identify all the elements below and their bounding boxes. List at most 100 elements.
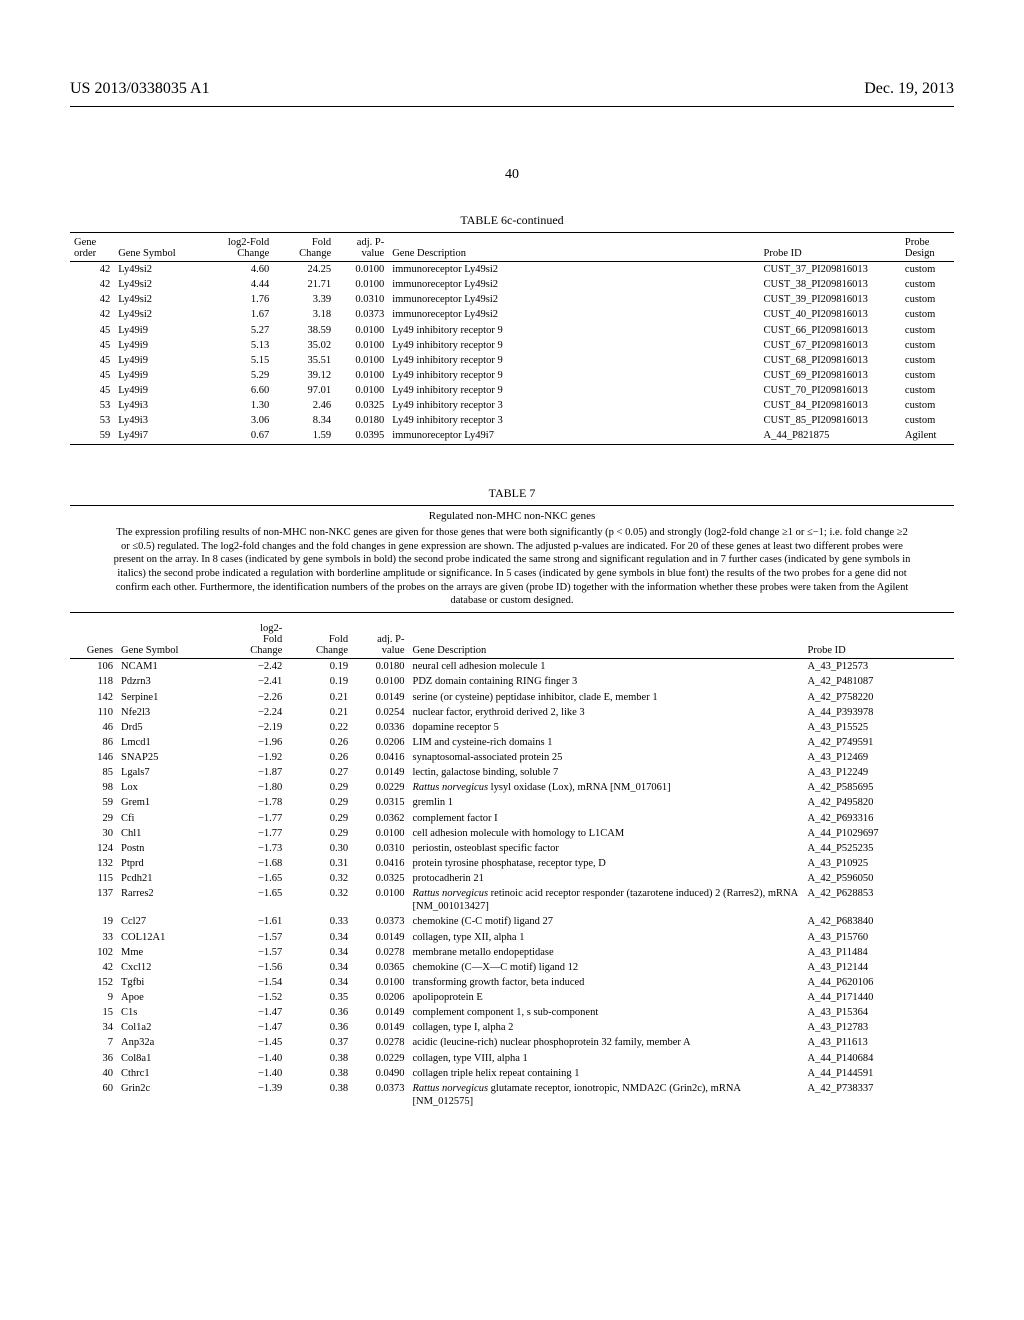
- table-cell: 42: [70, 277, 114, 292]
- col-log2fold: log2-FoldChange: [211, 235, 273, 262]
- table-cell: 0.0315: [352, 795, 408, 810]
- table-cell: CUST_40_PI209816013: [759, 307, 900, 322]
- table-cell: 42: [70, 960, 117, 975]
- table-cell: Anp32a: [117, 1035, 220, 1050]
- col-gene-symbol: Gene Symbol: [114, 235, 211, 262]
- patent-header: US 2013/0338035 A1 Dec. 19, 2013: [70, 80, 954, 98]
- table-row: 34Col1a2−1.470.360.0149collagen, type I,…: [70, 1020, 954, 1035]
- table-cell: 34: [70, 1020, 117, 1035]
- table-cell: 19: [70, 914, 117, 929]
- table-cell: 0.0180: [335, 413, 388, 428]
- table-cell: −2.19: [220, 720, 286, 735]
- table-cell: A_42_P481087: [803, 674, 954, 689]
- table-cell: 33: [70, 930, 117, 945]
- table-cell: CUST_66_PI209816013: [759, 323, 900, 338]
- table-cell: custom: [901, 413, 954, 428]
- table-cell: 0.26: [286, 750, 352, 765]
- table-cell: A_43_P15760: [803, 930, 954, 945]
- table-cell: CUST_85_PI209816013: [759, 413, 900, 428]
- table-cell: 0.0100: [335, 277, 388, 292]
- table-row: 15C1s−1.470.360.0149complement component…: [70, 1005, 954, 1020]
- table-cell: transforming growth factor, beta induced: [409, 975, 804, 990]
- table-cell: 0.0206: [352, 990, 408, 1005]
- table-cell: collagen, type I, alpha 2: [409, 1020, 804, 1035]
- table-cell: A_42_P585695: [803, 780, 954, 795]
- table-cell: A_42_P683840: [803, 914, 954, 929]
- table-cell: acidic (leucine-rich) nuclear phosphopro…: [409, 1035, 804, 1050]
- table-cell: custom: [901, 292, 954, 307]
- table-cell: 0.21: [286, 705, 352, 720]
- table-row: 45Ly49i96.6097.010.0100Ly49 inhibitory r…: [70, 383, 954, 398]
- table-cell: −1.65: [220, 886, 286, 914]
- table-cell: 0.29: [286, 780, 352, 795]
- header-rule: [70, 106, 954, 107]
- table-row: 53Ly49i33.068.340.0180Ly49 inhibitory re…: [70, 413, 954, 428]
- table-cell: −1.68: [220, 856, 286, 871]
- table-cell: 0.0254: [352, 705, 408, 720]
- table-cell: 152: [70, 975, 117, 990]
- table-cell: PDZ domain containing RING finger 3: [409, 674, 804, 689]
- table-row: 102Mme−1.570.340.0278membrane metallo en…: [70, 945, 954, 960]
- table-cell: −1.65: [220, 871, 286, 886]
- table-cell: Chl1: [117, 826, 220, 841]
- table-cell: CUST_67_PI209816013: [759, 338, 900, 353]
- table-cell: 42: [70, 307, 114, 322]
- table-cell: 42: [70, 292, 114, 307]
- table-cell: −1.80: [220, 780, 286, 795]
- table-cell: 21.71: [273, 277, 335, 292]
- table-cell: CUST_37_PI209816013: [759, 262, 900, 277]
- table-cell: 0.0416: [352, 750, 408, 765]
- table-cell: −2.41: [220, 674, 286, 689]
- table-cell: 0.0100: [335, 262, 388, 277]
- table-cell: 0.0149: [352, 690, 408, 705]
- table-cell: 1.30: [211, 398, 273, 413]
- table-cell: A_42_P693316: [803, 811, 954, 826]
- table-row: 59Grem1−1.780.290.0315gremlin 1A_42_P495…: [70, 795, 954, 810]
- table-cell: 2.46: [273, 398, 335, 413]
- table-row: 45Ly49i95.2939.120.0100Ly49 inhibitory r…: [70, 368, 954, 383]
- table-cell: Agilent: [901, 428, 954, 444]
- col7-description: Gene Description: [409, 621, 804, 659]
- col7-pvalue: adj. P-value: [352, 621, 408, 659]
- table-cell: A_43_P15364: [803, 1005, 954, 1020]
- table-cell: −1.40: [220, 1051, 286, 1066]
- table-cell: dopamine receptor 5: [409, 720, 804, 735]
- table-cell: Lgals7: [117, 765, 220, 780]
- table-cell: 0.0278: [352, 1035, 408, 1050]
- table-cell: 8.34: [273, 413, 335, 428]
- table-cell: 0.0149: [352, 765, 408, 780]
- table-cell: Rattus norvegicus glutamate receptor, io…: [409, 1081, 804, 1109]
- table-cell: 5.13: [211, 338, 273, 353]
- table-cell: −1.77: [220, 826, 286, 841]
- table-cell: −1.52: [220, 990, 286, 1005]
- table-row: 9Apoe−1.520.350.0206apolipoprotein EA_44…: [70, 990, 954, 1005]
- table-row: 132Ptprd−1.680.310.0416protein tyrosine …: [70, 856, 954, 871]
- table-cell: Pcdh21: [117, 871, 220, 886]
- table-cell: −1.57: [220, 930, 286, 945]
- table-cell: 137: [70, 886, 117, 914]
- table-cell: A_44_P144591: [803, 1066, 954, 1081]
- table-row: 29Cfi−1.770.290.0362complement factor IA…: [70, 811, 954, 826]
- table-cell: 0.38: [286, 1066, 352, 1081]
- table-cell: CUST_39_PI209816013: [759, 292, 900, 307]
- table-cell: Ly49 inhibitory receptor 3: [388, 413, 759, 428]
- table-cell: Ly49i9: [114, 323, 211, 338]
- table-row: 137Rarres2−1.650.320.0100Rattus norvegic…: [70, 886, 954, 914]
- table-cell: −1.47: [220, 1005, 286, 1020]
- table-cell: Ly49i9: [114, 353, 211, 368]
- table-cell: A_43_P12144: [803, 960, 954, 975]
- table-cell: 0.0149: [352, 1020, 408, 1035]
- table-cell: CUST_68_PI209816013: [759, 353, 900, 368]
- table-cell: 0.0229: [352, 1051, 408, 1066]
- table-row: 118Pdzrn3−2.410.190.0100PDZ domain conta…: [70, 674, 954, 689]
- table-cell: custom: [901, 383, 954, 398]
- table-cell: 0.0336: [352, 720, 408, 735]
- table-cell: 110: [70, 705, 117, 720]
- col7-gene-symbol: Gene Symbol: [117, 621, 220, 659]
- table-cell: −1.54: [220, 975, 286, 990]
- table-cell: 0.0100: [335, 383, 388, 398]
- table-cell: Ly49 inhibitory receptor 9: [388, 368, 759, 383]
- table-cell: 0.36: [286, 1020, 352, 1035]
- table-cell: 1.59: [273, 428, 335, 444]
- table-cell: 0.0100: [335, 338, 388, 353]
